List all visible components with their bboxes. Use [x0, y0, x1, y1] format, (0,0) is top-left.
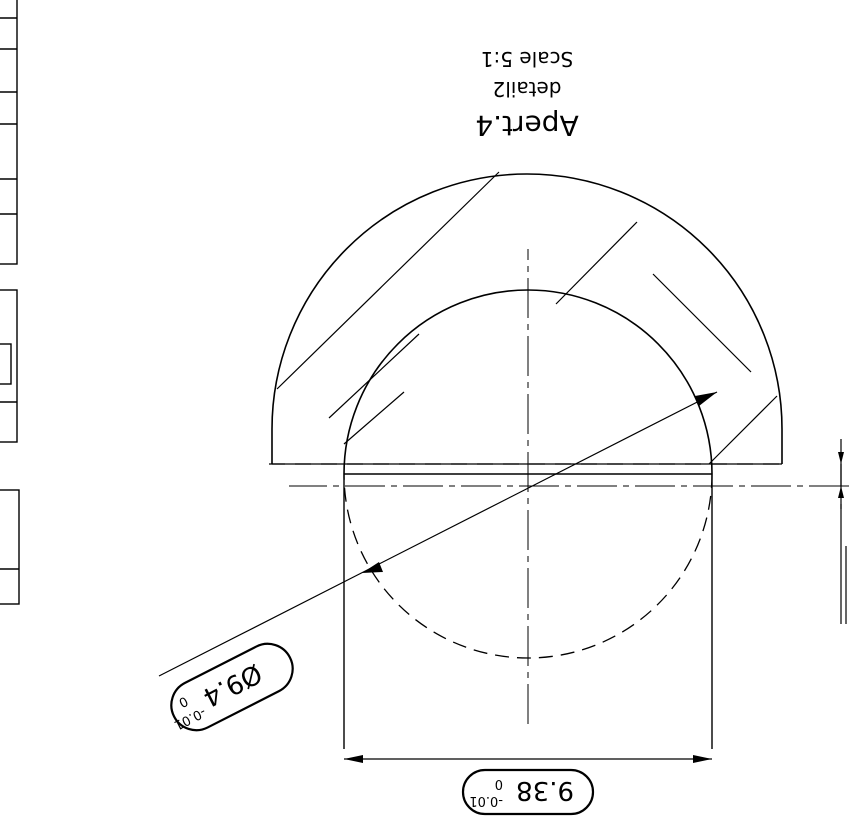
detail-title: Apert.4: [475, 109, 578, 142]
detail-scale: Scale 5:1: [481, 47, 573, 71]
detail-label: Apert.4 detail2 Scale 5:1: [475, 47, 578, 142]
outer-arc: [271, 173, 783, 464]
step-dimension: [838, 439, 847, 624]
width-tol-lower: -0.01: [469, 793, 503, 808]
detail-subtitle: detail2: [493, 77, 562, 101]
width-value: 9.38: [516, 775, 574, 805]
diameter-dimension: Ø9.4 0 -0.01: [158, 391, 718, 732]
width-dimension: 9.38 0 -0.01: [344, 755, 712, 816]
width-tol-upper: 0: [495, 776, 503, 791]
width-frame: [461, 768, 595, 816]
diameter-frame: [170, 642, 294, 732]
diameter-tol-upper: 0: [176, 693, 190, 710]
title-block-edge: [0, 0, 20, 605]
section-hatching: [276, 171, 778, 465]
